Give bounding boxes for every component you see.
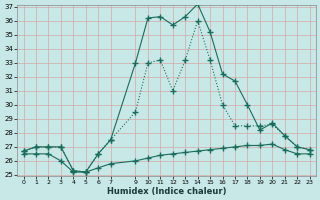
X-axis label: Humidex (Indice chaleur): Humidex (Indice chaleur) <box>107 187 226 196</box>
